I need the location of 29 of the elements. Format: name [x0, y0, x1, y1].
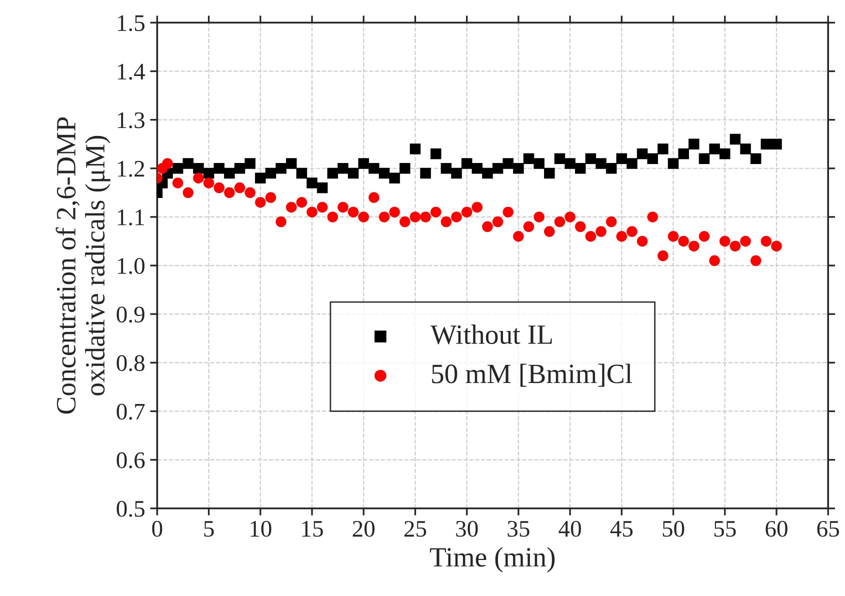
legend-label: Without IL [430, 324, 552, 344]
y-axis-title: Concentration of 2,6-DMP oxidative radicals (μM) [56, 117, 110, 414]
y-tick-label: 0.6 [116, 452, 145, 468]
y-tick-label: 1.2 [118, 160, 144, 177]
x-tick-label: 5 [204, 521, 214, 537]
x-tick-label: 25 [404, 520, 426, 537]
x-tick-label: 10 [250, 520, 272, 537]
legend-label: 50 mM [Bmim]Cl [432, 364, 632, 387]
x-tick-label: 15 [302, 520, 323, 537]
x-tick-label: 0 [152, 520, 162, 537]
y-tick-label: 0.5 [116, 500, 144, 517]
x-tick-label: 50 [662, 520, 684, 537]
y-tick-label: 0.7 [116, 404, 145, 420]
x-tick-label: 65 [817, 520, 839, 537]
y-tick-label: 0.9 [116, 306, 144, 323]
y-tick-label: 1.1 [118, 210, 144, 226]
y-tick-label: 1.4 [118, 64, 145, 80]
y-tick-label: 1.3 [118, 112, 144, 128]
x-tick-label: 30 [456, 520, 478, 537]
x-tick-label: 45 [610, 521, 633, 537]
x-tick-label: 55 [714, 521, 736, 537]
x-tick-label: 35 [508, 520, 530, 537]
y-tick-label: 0.8 [116, 355, 144, 372]
x-tick-label: 60 [766, 520, 788, 537]
y-tick-label: 1.5 [118, 15, 144, 32]
y-tick-label: 1.0 [118, 258, 144, 274]
x-tick-label: 20 [352, 520, 375, 537]
x-axis-title: Time (min) [430, 547, 555, 572]
x-tick-label: 40 [558, 520, 581, 537]
